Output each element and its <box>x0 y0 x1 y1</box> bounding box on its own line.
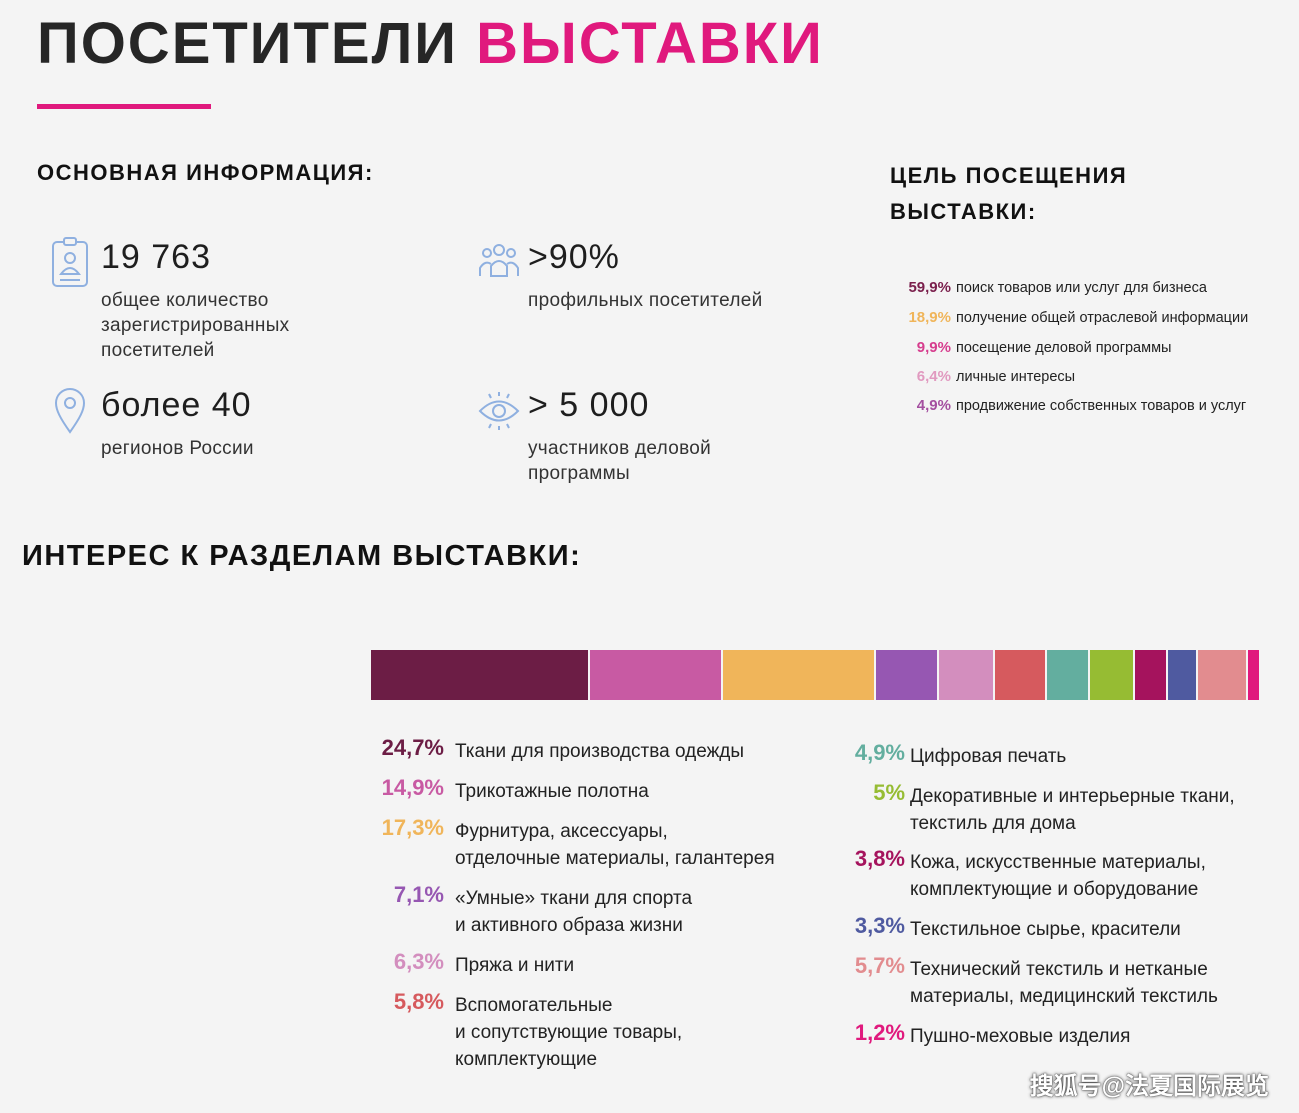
stat-description: участников деловой программы <box>528 438 712 484</box>
legend-label: Пушно-меховые изделия <box>910 1026 1131 1047</box>
legend-label: «Умные» ткани для спорта и активного обр… <box>455 888 693 936</box>
bar-segment <box>1046 650 1089 700</box>
purpose-percent: 9,9% <box>916 339 951 356</box>
legend-percent: 24,7% <box>381 735 444 760</box>
purpose-label: продвижение собственных товаров и услуг <box>956 398 1247 414</box>
stat-value: более 40 <box>101 386 252 424</box>
bar-segment <box>1197 650 1247 700</box>
stat-value: 19 763 <box>101 238 211 276</box>
bar-segment <box>876 650 938 700</box>
people-icon <box>479 244 519 277</box>
legend-percent: 5% <box>873 780 905 805</box>
purpose-heading: ЦЕЛЬ ПОСЕЩЕНИЯ ВЫСТАВКИ: <box>890 163 1128 224</box>
legend-label: Вспомогательные и сопутствующие товары, … <box>455 995 683 1070</box>
stat-registered-visitors: 19 763 общее количество зарегистрированн… <box>50 236 430 366</box>
purpose-item: 9,9% посещение деловой программы <box>898 339 1172 356</box>
purpose-percent: 6,4% <box>916 368 951 385</box>
interest-stacked-bar <box>371 650 1259 700</box>
purpose-item: 18,9% получение общей отраслевой информац… <box>898 309 1248 326</box>
purpose-label: получение общей отраслевой информации <box>956 310 1249 326</box>
legend-percent: 3,8% <box>854 846 905 871</box>
stat-regions: более 40 регионов России <box>52 384 432 474</box>
purpose-percent: 18,9% <box>908 309 951 326</box>
purpose-percent: 4,9% <box>916 397 951 414</box>
purpose-item: 6,4% личные интересы <box>898 368 1075 385</box>
bar-segment <box>995 650 1045 700</box>
title-part-2: ВЫСТАВКИ <box>476 11 824 76</box>
page-title: ПОСЕТИТЕЛИ ВЫСТАВКИ <box>37 12 824 76</box>
legend-label: Цифровая печать <box>910 746 1067 767</box>
legend-percent: 5,7% <box>854 953 905 978</box>
legend-label: Пряжа и нити <box>455 955 575 976</box>
legend-label: Текстильное сырье, красители <box>910 919 1181 940</box>
title-part-1: ПОСЕТИТЕЛИ <box>37 11 458 76</box>
basic-info-heading: ОСНОВНАЯ ИНФОРМАЦИЯ: <box>37 160 374 185</box>
legend-percent: 7,1% <box>393 882 444 907</box>
stat-value: > 5 000 <box>528 386 650 424</box>
legend-label: Кожа, искусственные материалы, комплекту… <box>910 852 1206 900</box>
bar-segment <box>939 650 994 700</box>
title-underline <box>37 104 211 109</box>
legend-label: Трикотажные полотна <box>455 781 649 802</box>
legend-label: Декоративные и интерьерные ткани, тексти… <box>910 786 1235 834</box>
bar-segment <box>1134 650 1167 700</box>
watermark: 搜狐号@法夏国际展览 <box>1029 1073 1269 1100</box>
purpose-label: личные интересы <box>956 369 1076 385</box>
bar-segment <box>722 650 875 700</box>
legend-percent: 5,8% <box>393 989 444 1014</box>
legend-label: Фурнитура, аксессуары, отделочные матери… <box>455 821 775 869</box>
legend-percent: 4,9% <box>854 740 905 765</box>
legend-percent: 6,3% <box>393 949 444 974</box>
badge-icon <box>52 237 88 287</box>
bar-segment <box>1168 650 1196 700</box>
bar-segment <box>1248 650 1259 700</box>
purpose-label: посещение деловой программы <box>956 340 1172 356</box>
legend-percent: 17,3% <box>381 815 444 840</box>
stat-description: общее количество зарегистрированных посе… <box>101 290 290 361</box>
bar-segment <box>590 650 721 700</box>
stat-value: >90% <box>528 238 620 276</box>
bar-segment <box>1090 650 1133 700</box>
purpose-item: 59,9% поиск товаров или услуг для бизнеса <box>898 279 1207 296</box>
purpose-percent: 59,9% <box>908 279 951 296</box>
location-pin-icon <box>54 388 86 434</box>
eye-icon <box>478 392 520 430</box>
purpose-label: поиск товаров или услуг для бизнеса <box>956 280 1207 296</box>
legend-percent: 14,9% <box>381 775 444 800</box>
stat-profile-visitors: >90% профильных посетителей <box>476 236 836 326</box>
stat-description: регионов России <box>101 438 254 459</box>
legend-label: Технический текстиль и нетканые материал… <box>910 959 1218 1007</box>
legend-percent: 1,2% <box>854 1020 905 1045</box>
purpose-item: 4,9% продвижение собственных товаров и ус… <box>898 397 1246 414</box>
bar-segment <box>371 650 589 700</box>
stat-description: профильных посетителей <box>528 290 763 311</box>
stat-business-program: > 5 000 участников деловой программы <box>476 384 836 494</box>
interest-heading: ИНТЕРЕС К РАЗДЕЛАМ ВЫСТАВКИ: <box>22 540 582 572</box>
legend-percent: 3,3% <box>854 913 905 938</box>
legend-label: Ткани для производства одежды <box>455 741 745 762</box>
